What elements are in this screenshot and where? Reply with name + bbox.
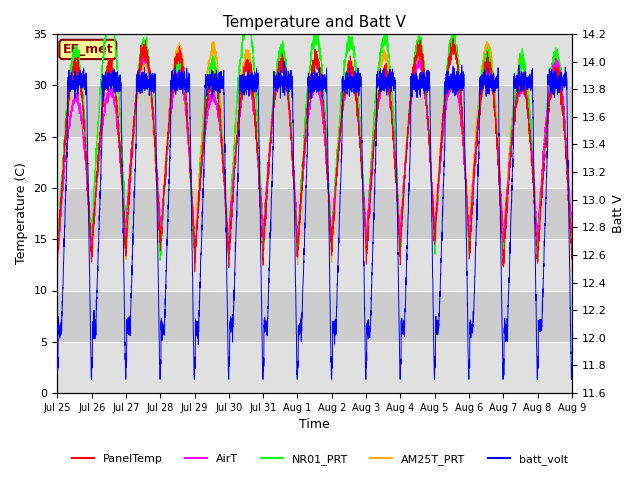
Bar: [58, 34, 572, 85]
Text: EE_met: EE_met: [63, 43, 113, 56]
Bar: [58, 342, 572, 393]
Y-axis label: Batt V: Batt V: [612, 194, 625, 233]
Bar: [58, 239, 572, 290]
Y-axis label: Temperature (C): Temperature (C): [15, 163, 28, 264]
Title: Temperature and Batt V: Temperature and Batt V: [223, 15, 406, 30]
Bar: [58, 290, 572, 342]
Bar: [58, 188, 572, 239]
X-axis label: Time: Time: [300, 419, 330, 432]
Legend: PanelTemp, AirT, NR01_PRT, AM25T_PRT, batt_volt: PanelTemp, AirT, NR01_PRT, AM25T_PRT, ba…: [68, 450, 572, 469]
Bar: [58, 85, 572, 137]
Bar: [58, 137, 572, 188]
